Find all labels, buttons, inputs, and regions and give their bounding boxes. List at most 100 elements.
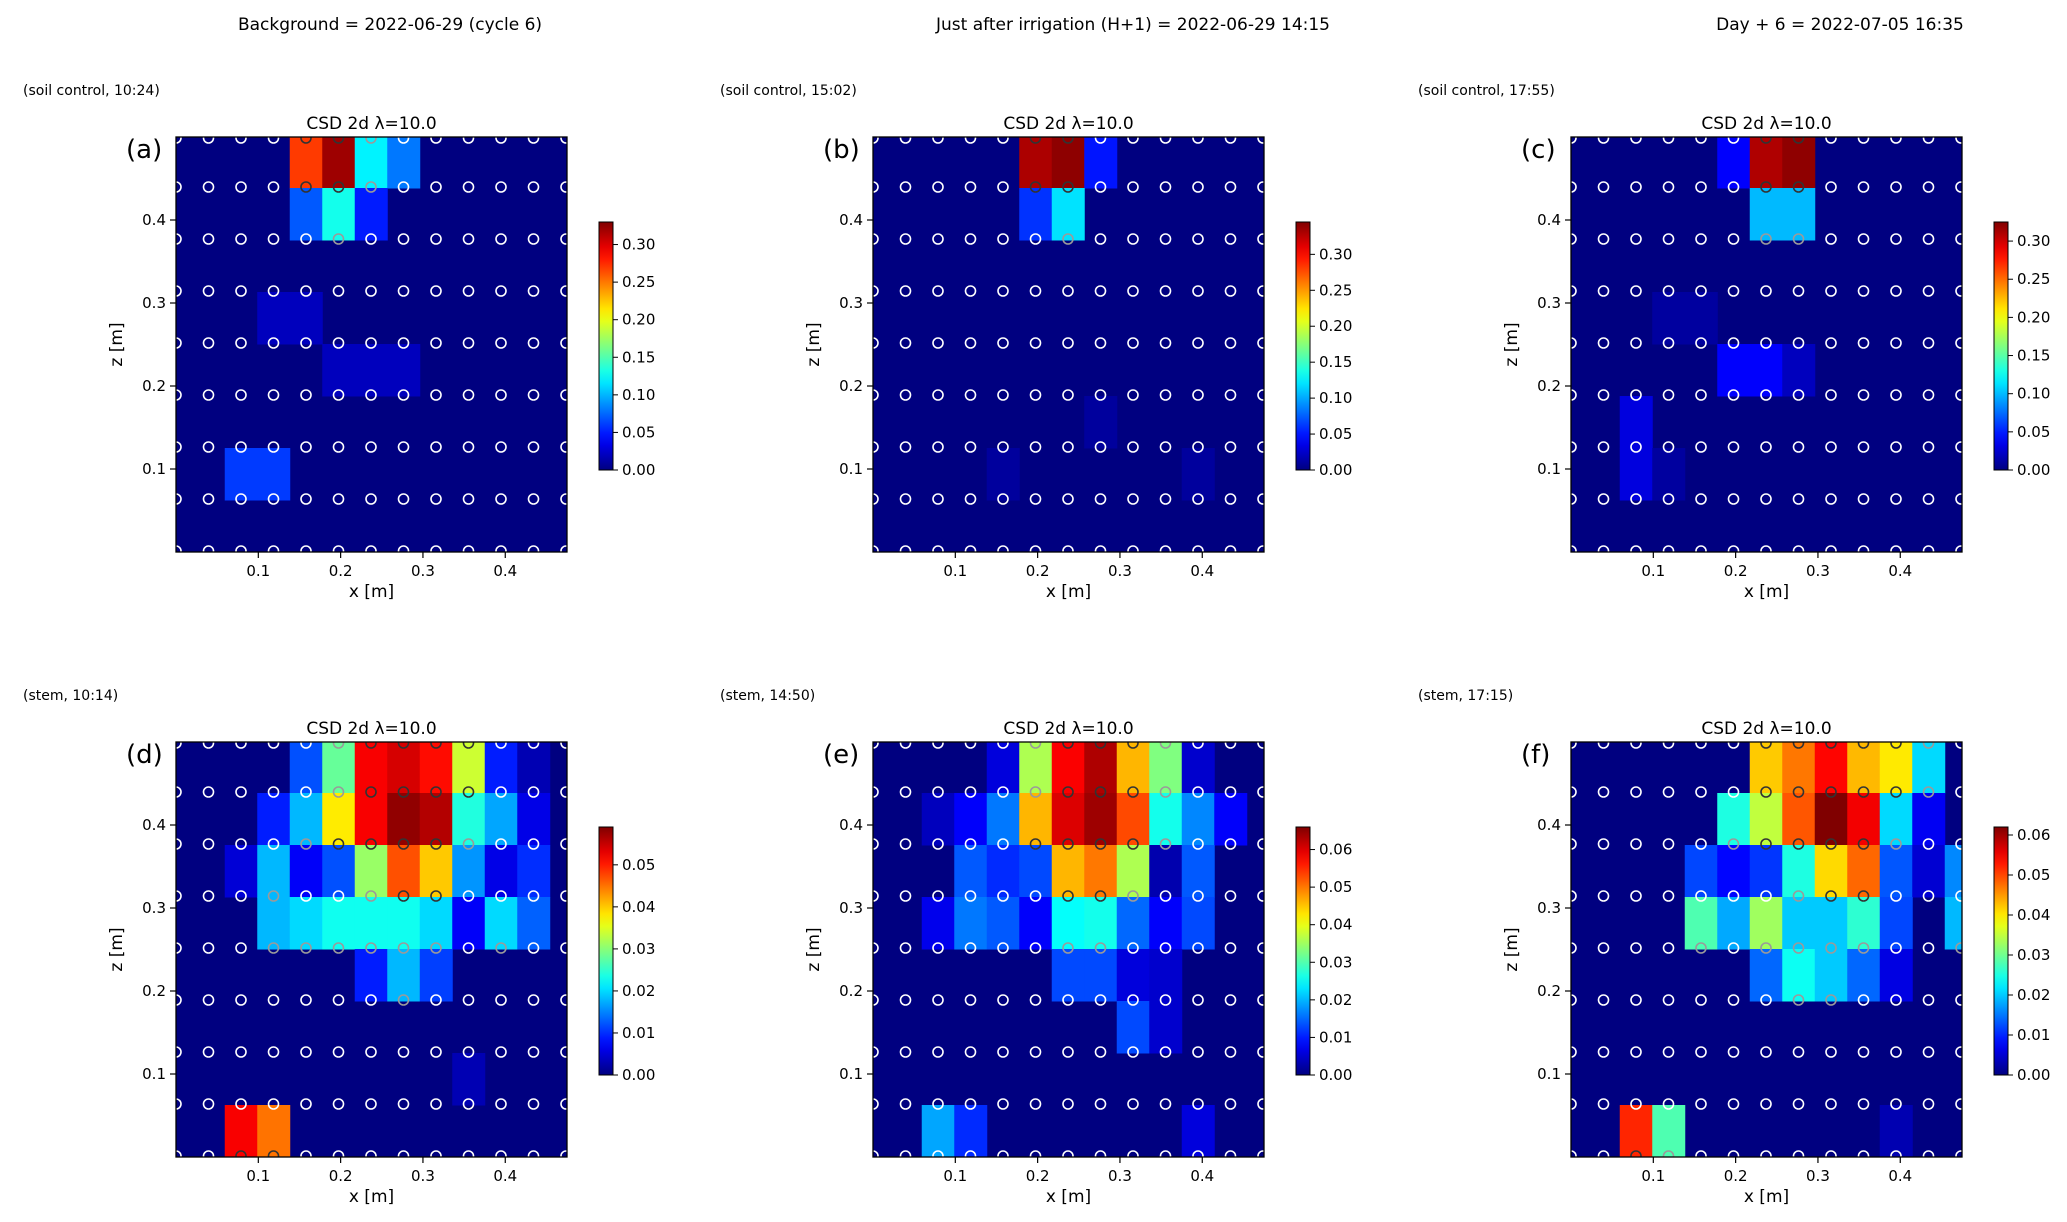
heatmap-cell	[987, 1157, 1020, 1210]
electrode-marker	[176, 838, 182, 850]
electrode-marker	[1127, 1150, 1139, 1157]
heatmap-cell	[1879, 1105, 1913, 1157]
electrode-marker	[1257, 285, 1264, 297]
electrode-marker	[365, 233, 377, 245]
electrode-marker	[430, 137, 442, 144]
panel-header: (stem, 10:14)	[23, 688, 118, 704]
electrode-marker	[1662, 1150, 1675, 1157]
electrode-marker	[899, 742, 912, 749]
electrode-marker	[964, 337, 977, 349]
electrode-marker	[964, 1150, 977, 1157]
electrode-marker	[1857, 181, 1870, 193]
x-tick-label: 0.4	[1190, 562, 1214, 580]
electrode-marker	[899, 1046, 912, 1058]
colorbar-tick-label: 0.02	[2017, 986, 2050, 1004]
electrode-marker	[332, 545, 345, 552]
heatmap-cell	[1879, 897, 1913, 950]
electrode-marker	[1890, 890, 1902, 902]
z-axis-label: z [m]	[804, 322, 824, 366]
electrode-marker	[332, 285, 345, 297]
electrode-marker	[1029, 838, 1042, 850]
colorbar-tick-label: 0.05	[622, 856, 655, 874]
heatmap-cell	[1084, 845, 1118, 898]
electrode-marker	[1955, 786, 1962, 798]
electrode-marker	[1890, 233, 1902, 245]
electrode-marker	[1597, 441, 1610, 453]
electrode-marker	[235, 545, 247, 552]
heatmap-cell	[289, 793, 323, 846]
electrode-marker	[1597, 389, 1610, 401]
electrode-marker	[1760, 493, 1772, 505]
heatmap-cell	[1051, 949, 1085, 1002]
electrode-marker	[1192, 742, 1204, 749]
x-tick-label: 0.2	[329, 1167, 353, 1185]
electrode-marker	[1597, 493, 1610, 505]
electrode-marker	[1792, 285, 1805, 297]
heatmap-cell	[1181, 845, 1215, 898]
electrode-marker	[430, 545, 442, 552]
electrode-marker	[932, 337, 944, 349]
panel-letter: (c)	[1521, 135, 1556, 165]
electrode-marker	[1159, 942, 1172, 954]
electrode-marker	[1955, 742, 1962, 749]
electrode-marker	[1094, 337, 1107, 349]
electrode-marker	[1955, 942, 1962, 954]
electrode-marker	[1192, 389, 1204, 401]
electrode-marker	[1662, 942, 1675, 954]
electrode-marker	[1857, 890, 1870, 902]
colorbar-tick-label: 0.05	[2017, 423, 2050, 441]
heatmap-cell	[354, 188, 388, 241]
electrode-marker	[1192, 337, 1204, 349]
electrode-marker	[964, 285, 977, 297]
electrode-marker	[1890, 838, 1902, 850]
electrode-marker	[1825, 233, 1837, 245]
electrode-marker	[997, 285, 1009, 297]
electrode-marker	[300, 890, 312, 902]
electrode-marker	[397, 181, 410, 193]
electrode-marker	[1857, 742, 1870, 749]
heatmap-cell	[257, 292, 291, 345]
electrode-marker	[1192, 1150, 1204, 1157]
electrode-marker	[964, 545, 977, 552]
electrode-marker	[1029, 285, 1042, 297]
electrode-marker	[932, 890, 944, 902]
electrode-marker	[462, 441, 475, 453]
electrode-marker	[1955, 1098, 1962, 1110]
electrode-marker	[202, 137, 215, 144]
electrode-marker	[1792, 942, 1805, 954]
electrode-marker	[1662, 389, 1675, 401]
electrode-marker	[1127, 233, 1139, 245]
colorbar-tick-label: 0.00	[2017, 1066, 2050, 1084]
electrode-marker	[1257, 389, 1264, 401]
electrode-marker	[1727, 838, 1740, 850]
electrode-marker	[430, 838, 442, 850]
plot-frame	[175, 136, 568, 553]
electrode-marker	[462, 233, 475, 245]
electrode-marker	[1094, 285, 1107, 297]
electrode-marker	[873, 786, 879, 798]
electrode-marker	[1760, 181, 1772, 193]
electrode-marker	[300, 786, 312, 798]
electrode-marker	[560, 493, 567, 505]
electrode-marker	[1192, 890, 1204, 902]
electrode-marker	[1857, 994, 1870, 1006]
electrode-marker	[267, 742, 280, 749]
electrode-marker	[1029, 389, 1042, 401]
colorbar-tick-label: 0.30	[1319, 245, 1352, 263]
electrode-marker	[1094, 181, 1107, 193]
heatmap-cell	[1619, 448, 1653, 501]
electrode-marker	[964, 890, 977, 902]
electrode-marker	[1695, 337, 1707, 349]
electrode-marker	[332, 137, 345, 144]
electrode-marker	[202, 233, 215, 245]
electrode-marker	[1192, 1098, 1204, 1110]
electrode-marker	[1192, 233, 1204, 245]
heatmap-cell	[354, 137, 388, 189]
electrode-marker	[1922, 493, 1935, 505]
colorbar-tick-label: 0.03	[1319, 953, 1352, 971]
panel-letter: (a)	[126, 135, 162, 165]
electrode-marker	[1630, 1098, 1642, 1110]
electrode-marker	[1257, 1098, 1264, 1110]
heatmap-cell	[954, 793, 988, 846]
electrode-marker	[1630, 1150, 1642, 1157]
